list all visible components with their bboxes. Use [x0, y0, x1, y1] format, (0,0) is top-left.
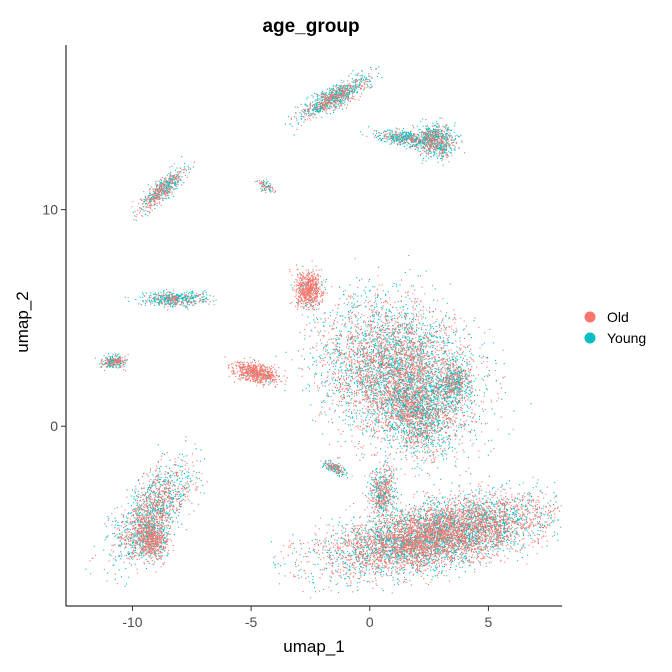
y-tick-label: 0 [50, 418, 58, 434]
legend-key-young [584, 332, 596, 344]
legend: Old Young [584, 309, 646, 346]
x-tick-label: 0 [366, 614, 374, 630]
legend-key-old [584, 311, 596, 323]
y-tick-label: 10 [42, 202, 58, 218]
scatter-points [85, 66, 562, 599]
x-tick-label: 5 [485, 614, 493, 630]
legend-label-young: Young [607, 330, 646, 346]
points-old [89, 68, 562, 599]
x-axis-ticks: -10 -5 0 5 [122, 606, 493, 630]
y-axis-ticks: 0 10 [42, 202, 66, 434]
legend-label-old: Old [607, 309, 629, 325]
x-tick-label: -5 [245, 614, 258, 630]
x-tick-label: -10 [122, 614, 142, 630]
chart-title: age_group [262, 16, 359, 37]
x-axis-title: umap_1 [283, 637, 344, 656]
y-axis-title: umap_2 [13, 291, 32, 352]
